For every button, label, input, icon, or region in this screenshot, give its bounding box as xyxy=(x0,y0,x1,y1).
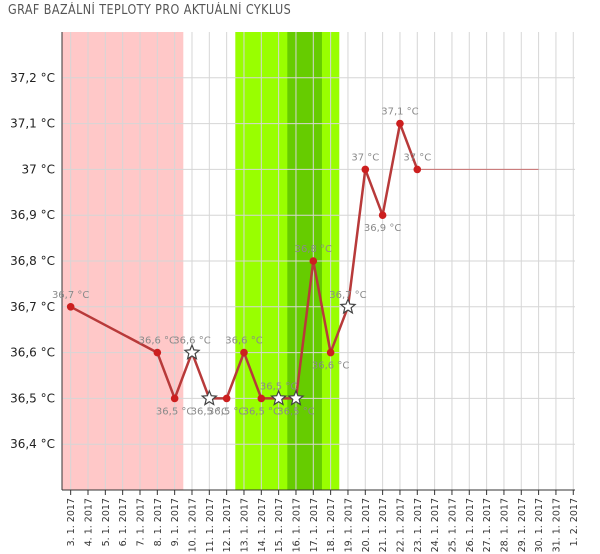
x-tick-label: 10. 1. 2017 xyxy=(187,498,198,552)
x-tick-label: 3. 1. 2017 xyxy=(66,498,77,546)
data-label: 37,1 °C xyxy=(381,107,418,118)
x-tick-label: 12. 1. 2017 xyxy=(222,498,233,552)
x-tick-label: 20. 1. 2017 xyxy=(361,498,372,552)
data-point xyxy=(396,119,404,128)
data-labels: 36,7 °C36,6 °C36,5 °C36,6 °C36,5 °C36,5 … xyxy=(52,107,431,418)
x-tick-label: 26. 1. 2017 xyxy=(465,498,476,552)
data-point xyxy=(170,394,179,403)
y-tick-label: 36,5 °C xyxy=(10,391,55,405)
data-label: 36,5 °C xyxy=(191,406,228,417)
x-tick-label: 24. 1. 2017 xyxy=(430,498,441,552)
x-tick-label: 30. 1. 2017 xyxy=(534,498,545,552)
x-tick-label: 15. 1. 2017 xyxy=(274,498,285,552)
y-tick-label: 36,7 °C xyxy=(10,300,55,314)
x-tick-label: 7. 1. 2017 xyxy=(135,498,146,546)
x-tick-label: 11. 1. 2017 xyxy=(205,498,216,552)
x-tick-labels: 3. 1. 2017 4. 1. 2017 5. 1. 2017 6. 1. 2017… xyxy=(66,498,580,552)
x-tick-label: 14. 1. 2017 xyxy=(257,498,268,552)
x-tick-label: 9. 1. 2017 xyxy=(170,498,181,546)
star-marker xyxy=(287,389,305,406)
x-tick-label: 16. 1. 2017 xyxy=(291,498,302,552)
data-points xyxy=(66,119,422,406)
x-tick-label: 8. 1. 2017 xyxy=(153,498,164,546)
data-point xyxy=(326,348,335,357)
data-point xyxy=(309,257,318,265)
x-tick-label: 4. 1. 2017 xyxy=(83,498,94,546)
star-marker xyxy=(200,389,218,406)
data-label: 36,5 °C xyxy=(156,406,193,417)
data-label: 36,8 °C xyxy=(295,244,332,255)
data-label: 36,5 °C xyxy=(260,381,297,392)
x-tick-label: 22. 1. 2017 xyxy=(395,498,406,552)
data-point xyxy=(257,394,266,403)
y-tick-label: 36,9 °C xyxy=(10,208,55,222)
x-tick-label: 17. 1. 2017 xyxy=(309,498,320,552)
grid-lines xyxy=(62,32,575,490)
x-tick-label: 6. 1. 2017 xyxy=(118,498,129,546)
x-tick-label: 23. 1. 2017 xyxy=(413,498,424,552)
data-point xyxy=(153,348,162,357)
y-tick-label: 36,4 °C xyxy=(10,437,55,451)
star-marker xyxy=(183,343,201,361)
x-tick-label: 21. 1. 2017 xyxy=(378,498,389,552)
data-label: 36,5 °C xyxy=(208,406,245,417)
x-tick-label: 27. 1. 2017 xyxy=(482,498,493,552)
data-point xyxy=(66,303,75,311)
x-tick-label: 25. 1. 2017 xyxy=(447,498,458,552)
data-label: 36,6 °C xyxy=(173,336,210,347)
star-marker xyxy=(339,297,357,315)
data-label: 36,7 °C xyxy=(52,290,89,301)
x-tick-label: 29. 1. 2017 xyxy=(517,498,528,552)
data-point xyxy=(413,165,422,174)
data-label: 36,9 °C xyxy=(364,223,401,234)
y-tick-labels: 36,4 °C 36,5 °C 36,6 °C 36,7 °C 36,8 °C 36,9 … xyxy=(10,71,55,451)
data-label: 36,5 °C xyxy=(277,406,314,417)
axes xyxy=(61,32,575,495)
x-tick-label: 13. 1. 2017 xyxy=(239,498,250,552)
x-tick-label: 19. 1. 2017 xyxy=(343,498,354,552)
data-point xyxy=(240,348,248,357)
x-tick-label: 31. 1. 2017 xyxy=(551,498,562,552)
data-label: 36,6 °C xyxy=(225,336,262,347)
data-label: 37 °C xyxy=(403,152,431,163)
data-label: 36,5 °C xyxy=(243,406,280,417)
x-tick-label: 5. 1. 2017 xyxy=(101,498,112,546)
data-point xyxy=(378,211,387,219)
y-tick-label: 37 °C xyxy=(22,162,55,176)
data-label: 36,6 °C xyxy=(139,336,176,347)
y-tick-label: 37,2 °C xyxy=(10,71,55,85)
y-tick-label: 36,8 °C xyxy=(10,254,55,268)
y-tick-label: 36,6 °C xyxy=(10,346,55,360)
chart-title: GRAF BAZÁLNÍ TEPLOTY PRO AKTUÁLNÍ CYKLUS xyxy=(8,3,292,18)
y-tick-label: 37,1 °C xyxy=(10,117,55,131)
x-tick-label: 1. 2. 2017 xyxy=(569,498,580,546)
data-point xyxy=(361,165,370,174)
x-tick-label: 18. 1. 2017 xyxy=(326,498,337,552)
data-label: 36,6 °C xyxy=(312,361,349,372)
data-label: 37 °C xyxy=(351,152,379,163)
x-tick-label: 28. 1. 2017 xyxy=(499,498,510,552)
star-marker xyxy=(269,389,288,406)
data-point xyxy=(222,394,231,403)
data-label: 36,7 °C xyxy=(329,290,366,301)
